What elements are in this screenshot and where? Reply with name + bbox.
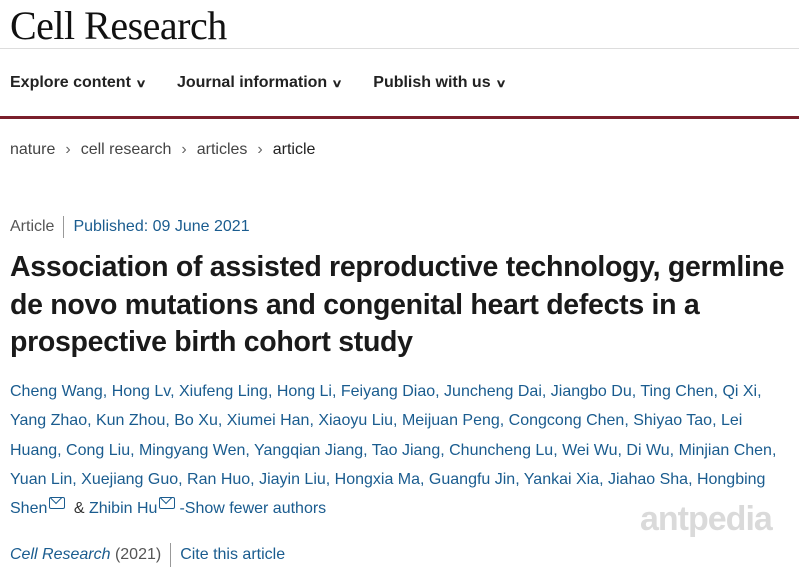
chevron-down-icon: ∨ bbox=[494, 78, 507, 90]
divider bbox=[63, 216, 65, 238]
divider bbox=[0, 48, 799, 49]
chevron-down-icon: ∨ bbox=[331, 78, 343, 90]
nav-explore-content[interactable]: Explore content ∨ bbox=[10, 74, 147, 92]
nav-publish-with-us[interactable]: Publish with us ∨ bbox=[373, 74, 507, 92]
journal-logo[interactable]: Cell Research bbox=[10, 3, 227, 48]
article-meta: Article Published: 09 June 2021 bbox=[10, 216, 250, 238]
nav-journal-information[interactable]: Journal information ∨ bbox=[176, 74, 343, 92]
article-title: Association of assisted reproductive tec… bbox=[10, 251, 785, 358]
main-nav: Explore content ∨ Journal information ∨ Pu… bbox=[10, 74, 507, 92]
chevron-right-icon: › bbox=[181, 141, 187, 158]
citation-line: Cell Research (2021) Cite this article bbox=[10, 543, 285, 567]
chevron-right-icon: › bbox=[257, 141, 263, 158]
journal-link[interactable]: Cell Research bbox=[10, 546, 111, 563]
ampersand: & bbox=[73, 500, 85, 518]
divider bbox=[170, 543, 172, 567]
breadcrumb-article: article bbox=[272, 141, 316, 158]
header-divider bbox=[0, 116, 799, 119]
chevron-down-icon: ∨ bbox=[135, 78, 147, 90]
breadcrumb-cell-research[interactable]: cell research bbox=[80, 141, 172, 158]
chevron-right-icon: › bbox=[65, 141, 71, 158]
authors-line[interactable]: Huang, Cong Liu, Mingyang Wen, Yangqian … bbox=[10, 441, 777, 459]
published-date[interactable]: Published: 09 June 2021 bbox=[73, 218, 250, 235]
email-icon[interactable] bbox=[49, 497, 66, 510]
article-type: Article bbox=[10, 218, 55, 235]
email-icon[interactable] bbox=[159, 497, 176, 510]
authors-line[interactable]: Cheng Wang, Hong Lv, Xiufeng Ling, Hong … bbox=[10, 383, 762, 400]
author-shen[interactable]: Shen bbox=[10, 500, 48, 518]
show-fewer-authors-link[interactable]: -Show fewer authors bbox=[179, 500, 327, 518]
nav-label: Journal information bbox=[176, 74, 328, 91]
breadcrumb-articles[interactable]: articles bbox=[196, 141, 248, 158]
author-list: Cheng Wang, Hong Lv, Xiufeng Ling, Hong … bbox=[10, 377, 795, 523]
authors-line[interactable]: Yang Zhao, Kun Zhou, Bo Xu, Xiumei Han, … bbox=[10, 412, 743, 430]
watermark-logo: antpedia bbox=[640, 500, 773, 538]
breadcrumb-nature[interactable]: nature bbox=[10, 141, 56, 158]
breadcrumb: nature › cell research › articles › article bbox=[10, 141, 315, 159]
authors-line[interactable]: Yuan Lin, Xuejiang Guo, Ran Huo, Jiayin … bbox=[10, 470, 766, 488]
nav-label: Explore content bbox=[10, 74, 131, 91]
cite-this-article-link[interactable]: Cite this article bbox=[180, 546, 286, 563]
author-hu[interactable]: Zhibin Hu bbox=[88, 500, 158, 518]
nav-label: Publish with us bbox=[373, 74, 491, 91]
year: (2021) bbox=[114, 546, 162, 563]
